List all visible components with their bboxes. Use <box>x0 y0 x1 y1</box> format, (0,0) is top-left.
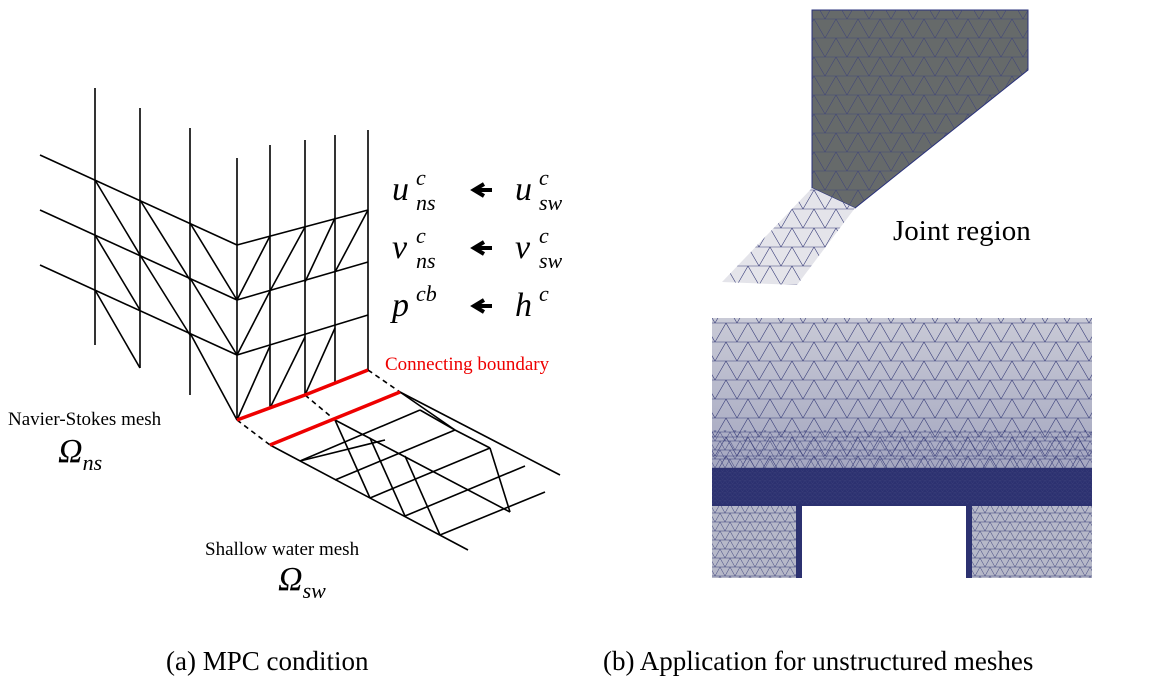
math-sup: c <box>416 223 426 248</box>
math-sup: cb <box>416 281 437 306</box>
ns-mesh <box>40 88 368 420</box>
figure: ucnsucswvcnsvcswpcbhc Connecting boundar… <box>0 0 1153 680</box>
math-base: v <box>392 229 408 266</box>
ns-symbol: Ωns <box>58 433 102 475</box>
mesh-image <box>712 318 1092 580</box>
math-sup: c <box>416 165 426 190</box>
arrow <box>474 300 492 312</box>
math-sup: c <box>539 223 549 248</box>
math-base: v <box>515 229 531 266</box>
sw-symbol: Ωsw <box>278 561 326 603</box>
arrow <box>474 184 492 196</box>
math-sup: c <box>539 165 549 190</box>
math-sub: ns <box>416 190 436 215</box>
math-sub: sw <box>539 190 563 215</box>
math-sub: sw <box>539 248 563 273</box>
arrow <box>474 242 492 254</box>
sw-label: Shallow water mesh <box>205 539 360 560</box>
connecting-boundary <box>237 370 400 445</box>
math-sub: ns <box>416 248 436 273</box>
math-base: u <box>515 171 532 208</box>
caption-a: (a) MPC condition <box>166 646 369 676</box>
connecting-label: Connecting boundary <box>385 354 550 375</box>
math-part: ns <box>83 450 103 475</box>
math-part: sw <box>303 578 327 603</box>
math-base: p <box>390 287 409 324</box>
ns-label: Navier-Stokes mesh <box>8 409 162 430</box>
caption-b: (b) Application for unstructured meshes <box>603 646 1033 676</box>
math-part: Ω <box>58 433 83 470</box>
math-sup: c <box>539 281 549 306</box>
joint-label: Joint region <box>893 215 1031 247</box>
sw-mesh <box>237 370 560 550</box>
math-part: Ω <box>278 561 303 598</box>
math-base: h <box>515 287 532 324</box>
math-base: u <box>392 171 409 208</box>
